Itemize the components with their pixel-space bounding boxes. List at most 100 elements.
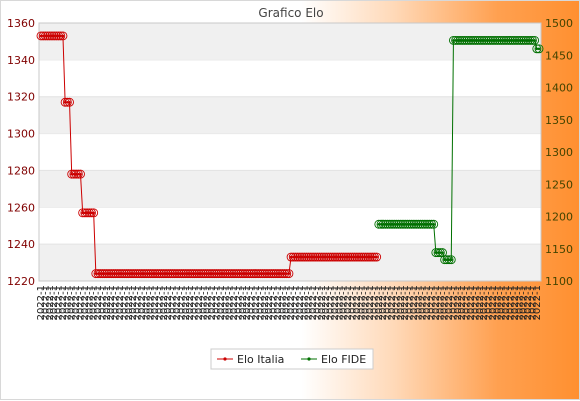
x-tick-label: 2022-1 — [185, 285, 196, 320]
x-tick-label: 2022-1 — [84, 285, 95, 320]
x-tick-label: 2022-1 — [286, 285, 297, 320]
x-tick-label: 2022-1 — [89, 285, 100, 320]
grid-band — [39, 96, 541, 134]
x-tick-label: 2022-1 — [484, 285, 495, 320]
elo-fide-point — [444, 255, 454, 265]
grid-band — [39, 170, 541, 208]
elo-fide-point-dot — [535, 47, 539, 51]
x-tick-label: 2022-1 — [510, 285, 521, 320]
x-tick-label: 2022-1 — [326, 285, 337, 320]
x-tick-label: 2022-1 — [255, 285, 266, 320]
x-tick-label: 2022-1 — [225, 285, 236, 320]
x-tick-label: 2022-1 — [216, 285, 227, 320]
y-left-tick-label: 1240 — [7, 238, 35, 251]
x-tick-label: 2022-1 — [466, 285, 477, 320]
x-tick-label: 2022-1 — [128, 285, 139, 320]
x-tick-label: 2022-1 — [448, 285, 459, 320]
elo-italia-point-dot — [66, 100, 69, 104]
x-tick-label: 2022-1 — [176, 285, 187, 320]
x-tick-label: 2022-1 — [115, 285, 126, 320]
elo-italia-point-dot — [61, 34, 65, 38]
x-tick-label: 2022-1 — [501, 285, 512, 320]
x-tick-label: 2022-1 — [119, 285, 130, 320]
chart-title: Grafico Elo — [258, 6, 323, 20]
x-tick-label: 2022-1 — [497, 285, 508, 320]
x-tick-label: 2022-1 — [422, 285, 433, 320]
x-tick-label: 2022-1 — [190, 285, 201, 320]
elo-fide-point-dot — [447, 258, 451, 262]
legend: Elo Italia Elo FIDE — [210, 348, 374, 370]
x-tick-label: 2022-1 — [146, 285, 157, 320]
y-left-tick-label: 1220 — [7, 275, 35, 288]
x-tick-label: 2022-1 — [93, 285, 104, 320]
x-tick-label: 2022-1 — [514, 285, 525, 320]
elo-italia-point-dot — [92, 211, 95, 215]
x-tick-label: 2022-1 — [203, 285, 214, 320]
x-tick-label: 2022-1 — [387, 285, 398, 320]
x-tick-label: 2022-1 — [247, 285, 258, 320]
x-tick-label: 2022-1 — [220, 285, 231, 320]
x-tick-label: 2022-1 — [378, 285, 389, 320]
x-tick-label: 2022-1 — [343, 285, 354, 320]
x-tick-label: 2022-1 — [155, 285, 166, 320]
x-tick-label: 2022-1 — [453, 285, 464, 320]
x-tick-label: 2022-1 — [427, 285, 438, 320]
elo-fide-point-dot — [531, 39, 534, 42]
x-tick-label: 2022-1 — [291, 285, 302, 320]
x-tick-label: 2022-1 — [400, 285, 411, 320]
series-elo-italia — [36, 31, 382, 279]
x-tick-label: 2022-1 — [475, 285, 486, 320]
x-tick-label: 2022-1 — [133, 285, 144, 320]
elo-fide-point — [532, 44, 542, 54]
x-tick-label: 2022-1 — [137, 285, 148, 320]
x-tick-label: 2022-1 — [317, 285, 328, 320]
elo-fide-point-dot — [533, 39, 536, 42]
x-tick-label: 2022-1 — [370, 285, 381, 320]
y-right-tick-label: 1100 — [545, 275, 573, 288]
elo-fide-point-dot — [432, 222, 435, 226]
series-elo-fide — [374, 35, 544, 265]
x-tick-label: 2022-1 — [299, 285, 310, 320]
y-right-tick-label: 1150 — [545, 243, 573, 256]
x-tick-label: 2022-1 — [168, 285, 179, 320]
x-tick-label: 2022-1 — [435, 285, 446, 320]
x-tick-label: 2022-1 — [264, 285, 275, 320]
x-tick-label: 2022-1 — [102, 285, 113, 320]
x-tick-label: 2022-1 — [163, 285, 174, 320]
x-tick-label: 2022-1 — [282, 285, 293, 320]
x-tick-label: 2022-1 — [198, 285, 209, 320]
x-tick-label: 2022-1 — [62, 285, 73, 320]
x-tick-label: 2022-1 — [527, 285, 538, 320]
y-axis-left: 1220 1240 1260 1280 1300 1320 1340 1360 — [7, 17, 35, 288]
legend-label-elo-fide: Elo FIDE — [321, 353, 366, 366]
elo-italia-point — [87, 208, 96, 218]
x-tick-label: 2022-1 — [396, 285, 407, 320]
x-tick-label: 2022-1 — [339, 285, 350, 320]
x-tick-label: 2022-1 — [45, 285, 56, 320]
y-right-tick-label: 1300 — [545, 146, 573, 159]
x-tick-label: 2022-1 — [506, 285, 517, 320]
x-tick-label: 2022-1 — [532, 285, 543, 320]
elo-italia-point-dot — [90, 211, 93, 215]
legend-marker-elo-italia — [223, 357, 227, 361]
elo-italia-point — [56, 31, 66, 41]
elo-italia-point — [65, 97, 74, 107]
x-tick-label: 2022-1 — [80, 285, 91, 320]
x-tick-label: 2022-1 — [519, 285, 530, 320]
x-tick-label: 2022-1 — [383, 285, 394, 320]
elo-italia-point-dot — [59, 34, 63, 38]
elo-fide-point — [446, 255, 456, 265]
x-tick-label: 2022-1 — [405, 285, 416, 320]
x-tick-label: 2022-1 — [49, 285, 60, 320]
x-tick-label: 2022-1 — [361, 285, 372, 320]
elo-italia-point — [62, 97, 72, 107]
x-tick-label: 2022-1 — [269, 285, 280, 320]
x-tick-label: 2022-1 — [106, 285, 117, 320]
x-tick-label: 2022-1 — [409, 285, 420, 320]
x-tick-label: 2022-1 — [40, 285, 51, 320]
x-tick-label: 2022-1 — [229, 285, 240, 320]
y-left-tick-label: 1360 — [7, 17, 35, 30]
y-right-tick-label: 1500 — [545, 17, 573, 30]
elo-fide-point-dot — [537, 47, 541, 51]
x-tick-label: 2022-1 — [97, 285, 108, 320]
